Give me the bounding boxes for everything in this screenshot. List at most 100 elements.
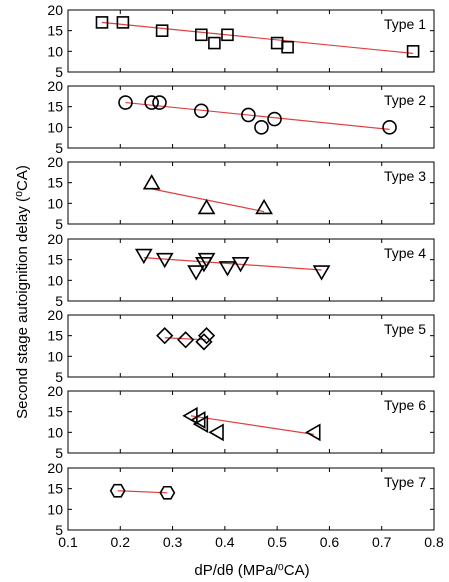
data-point [195,333,213,351]
data-point [109,483,126,498]
panel-frame [67,9,435,73]
data-point [190,411,206,429]
fit-line [101,21,414,54]
x-tick-label: 0.3 [163,534,183,550]
data-point [267,111,282,127]
x-tick-label: 0.6 [320,534,340,550]
panel-label: Type 4 [384,245,426,261]
fit-line [125,101,390,130]
y-tick-label: 5 [55,369,63,385]
data-point [231,256,250,273]
panel-label: Type 6 [384,397,426,413]
data-point [187,265,205,281]
y-tick-label: 10 [47,348,63,364]
data-point [155,24,169,37]
y-tick-label: 10 [47,195,63,211]
data-point [221,28,234,42]
x-tick-label: 0.2 [111,534,131,550]
data-point [208,36,221,50]
x-tick-label: 0.1 [58,534,78,550]
y-tick-label: 15 [47,252,63,268]
data-point [406,45,420,58]
data-point [197,198,216,215]
data-point [241,107,256,123]
data-point [95,16,109,29]
panel-type-5: 5 10 15 20 Type 5 [47,307,435,385]
fit-line [190,415,314,435]
data-point [254,120,269,135]
data-point [382,120,397,135]
data-point [208,423,224,442]
data-point [195,256,213,273]
data-point [155,252,174,269]
y-tick-label: 15 [47,99,63,115]
y-tick-label: 20 [47,460,63,476]
data-point [182,406,198,425]
panel-label: Type 1 [384,16,426,32]
data-point [142,174,161,190]
y-tick-label: 20 [47,231,63,247]
data-point [197,327,216,345]
y-tick-label: 10 [47,424,63,440]
fit-line [151,188,265,213]
y-tick-label: 15 [47,23,63,39]
panel-frame [67,467,435,531]
x-tick-label: 0.8 [424,534,444,550]
data-point [156,327,174,345]
y-tick-label: 10 [47,43,63,59]
y-tick-label: 20 [47,2,63,18]
y-tick-label: 10 [47,272,63,288]
data-point [177,331,195,349]
y-tick-label: 5 [55,445,63,461]
panel-type-1: 5 10 15 20 Type 1 [47,2,435,80]
data-point [195,28,208,42]
y-tick-label: 10 [47,501,63,517]
y-tick-label: 5 [55,140,63,156]
data-point [152,95,167,110]
y-tick-label: 5 [55,522,63,538]
y-tick-label: 20 [47,307,63,323]
panel-label: Type 5 [384,321,426,337]
y-axis-label: Second stage autoignition delay (⁰CA) [14,165,31,419]
x-axis-ticks: 0.1 0.2 0.3 0.4 0.5 0.6 0.7 0.8 [58,534,444,550]
y-tick-label: 10 [47,119,63,135]
data-point [218,261,237,277]
data-point [194,103,209,119]
y-tick-label: 15 [47,328,63,344]
panel-frame [67,314,435,378]
x-tick-label: 0.7 [372,534,392,550]
y-tick-label: 20 [47,154,63,170]
data-point [118,95,133,110]
panel-label: Type 7 [384,474,426,490]
panel-type-2: 5 10 15 20 Type 2 [47,78,435,156]
data-point [134,248,153,265]
panels: 5 10 15 20 Type 1 5 10 15 20 Type 2 5 10 15 20 Type 3 5… [47,2,435,538]
panel-type-6: 5 10 15 20 Type 6 [47,383,435,461]
y-tick-label: 15 [47,404,63,420]
fit-line [117,490,168,494]
x-tick-label: 0.4 [215,534,235,550]
data-point [192,415,209,433]
y-tick-label: 20 [47,383,63,399]
panel-label: Type 2 [384,92,426,108]
y-tick-label: 15 [47,175,63,191]
fit-line [143,257,322,271]
x-axis-label: dP/dθ (MPa/⁰CA) [194,562,309,579]
panel-type-3: 5 10 15 20 Type 3 [47,154,435,232]
data-point [144,95,159,110]
y-tick-label: 5 [55,64,63,80]
panel-frame [67,238,435,302]
data-point [281,40,294,54]
panel-label: Type 3 [384,168,426,184]
data-point [312,265,331,281]
y-tick-label: 15 [47,481,63,497]
y-tick-label: 20 [47,78,63,94]
panel-type-7: 5 10 15 20 Type 7 [47,460,435,538]
panel-frame [67,390,435,454]
panel-frame [67,161,435,225]
data-point [197,252,216,269]
data-point [159,485,176,500]
data-point [116,16,130,29]
x-tick-label: 0.5 [267,534,287,550]
